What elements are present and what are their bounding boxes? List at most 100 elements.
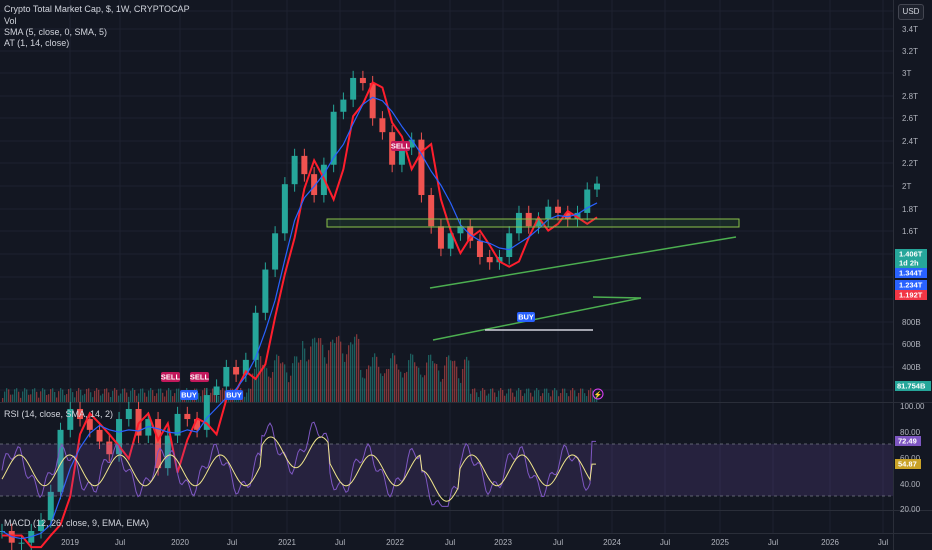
x-tick-label: Jul bbox=[115, 538, 125, 547]
price-label: 1.234T bbox=[895, 280, 927, 290]
volume-bar bbox=[400, 371, 402, 402]
volume-bar bbox=[294, 356, 296, 402]
volume-bar bbox=[56, 397, 58, 402]
volume-bar bbox=[270, 377, 272, 402]
volume-bar bbox=[10, 394, 12, 402]
candle-body bbox=[398, 147, 405, 165]
x-tick-label: Jul bbox=[768, 538, 778, 547]
volume-bar bbox=[102, 393, 104, 402]
signal-label: SELL bbox=[391, 142, 411, 151]
candle-body bbox=[174, 413, 181, 436]
volume-bar bbox=[596, 392, 598, 402]
volume-bar bbox=[132, 388, 134, 402]
volume-bar bbox=[224, 390, 226, 402]
volume-bar bbox=[54, 391, 56, 402]
volume-bar bbox=[566, 393, 568, 402]
price-label-text: 1.192T bbox=[899, 291, 923, 300]
volume-bar bbox=[200, 396, 202, 402]
volume-bar bbox=[504, 395, 506, 402]
volume-bar bbox=[166, 390, 168, 402]
volume-bar bbox=[96, 388, 98, 402]
volume-bar bbox=[390, 358, 392, 402]
volume-bar bbox=[580, 388, 582, 402]
volume-bar bbox=[336, 337, 338, 402]
volume-bar bbox=[158, 388, 160, 402]
candle-body bbox=[476, 240, 483, 258]
y-tick-label: 2.8T bbox=[902, 92, 918, 101]
volume-bar bbox=[108, 392, 110, 402]
volume-bar bbox=[52, 388, 54, 402]
volume-bar bbox=[136, 395, 138, 402]
y-tick-label: 3.2T bbox=[902, 47, 918, 56]
volume-bar bbox=[72, 392, 74, 402]
volume-bar bbox=[300, 359, 302, 402]
volume-bar bbox=[118, 395, 120, 402]
volume-bar bbox=[590, 388, 592, 402]
y-tick-label: 1.6T bbox=[902, 227, 918, 236]
volume-bar bbox=[570, 390, 572, 402]
volume-bar bbox=[464, 359, 466, 402]
volume-bar bbox=[204, 388, 206, 402]
volume-bar bbox=[222, 388, 224, 402]
volume-bar bbox=[298, 362, 300, 402]
candle-body bbox=[242, 359, 249, 375]
volume-bar bbox=[356, 334, 358, 402]
volume-bar bbox=[546, 388, 548, 402]
volume-bar bbox=[262, 364, 264, 402]
volume-bar bbox=[412, 354, 414, 402]
rsi-tick-label: 20.00 bbox=[900, 505, 921, 514]
volume-bar bbox=[378, 366, 380, 402]
volume-bar bbox=[202, 390, 204, 402]
volume-bar bbox=[370, 366, 372, 402]
chart-title: Crypto Total Market Cap, $, 1W, CRYPTOCA… bbox=[4, 4, 190, 14]
candle-body bbox=[184, 413, 191, 420]
candle-body bbox=[291, 155, 298, 185]
volume-bar bbox=[474, 388, 476, 402]
volume-bar bbox=[414, 362, 416, 402]
volume-bar bbox=[518, 388, 520, 402]
candle-body bbox=[252, 312, 259, 360]
candle-body bbox=[515, 212, 522, 234]
signal-label: BUY bbox=[181, 391, 197, 400]
candle-body bbox=[525, 212, 532, 227]
resistance-zone bbox=[326, 218, 740, 228]
candle-body bbox=[194, 419, 201, 430]
x-tick-label: 2019 bbox=[61, 538, 79, 547]
at-legend: AT (1, 14, close) bbox=[4, 38, 70, 48]
rsi-value-text: 54.87 bbox=[898, 460, 917, 469]
volume-bar bbox=[66, 394, 68, 402]
volume-bar bbox=[438, 370, 440, 402]
volume-bar bbox=[70, 388, 72, 402]
volume-bar bbox=[486, 395, 488, 402]
volume-bar bbox=[106, 388, 108, 402]
candle-body bbox=[437, 226, 444, 249]
volume-bar bbox=[552, 390, 554, 402]
volume-bar bbox=[86, 388, 88, 402]
volume-bar bbox=[524, 393, 526, 402]
volume-bar bbox=[444, 365, 446, 402]
currency-button[interactable]: USD bbox=[898, 4, 924, 20]
volume-bar bbox=[148, 390, 150, 402]
volume-bar bbox=[382, 376, 384, 402]
volume-bar bbox=[440, 381, 442, 402]
volume-bar bbox=[220, 390, 222, 402]
signal-buy-badge: BUY bbox=[225, 390, 243, 400]
volume-bar bbox=[76, 391, 78, 402]
volume-bar bbox=[94, 390, 96, 402]
volume-bar bbox=[468, 360, 470, 402]
volume-bar bbox=[256, 358, 258, 402]
candle-body bbox=[125, 408, 132, 420]
volume-bar bbox=[4, 391, 6, 402]
volume-bar bbox=[38, 397, 40, 402]
volume-bar bbox=[354, 336, 356, 402]
price-label-text: 1.406T bbox=[899, 250, 923, 259]
volume-bar bbox=[424, 375, 426, 402]
volume-bar bbox=[492, 388, 494, 402]
x-tick-label: 2023 bbox=[494, 538, 512, 547]
price-label: 1.192T bbox=[895, 290, 927, 300]
volume-bar bbox=[362, 377, 364, 402]
y-tick-label: 2.4T bbox=[902, 137, 918, 146]
volume-bar bbox=[490, 388, 492, 402]
volume-bar bbox=[482, 388, 484, 402]
